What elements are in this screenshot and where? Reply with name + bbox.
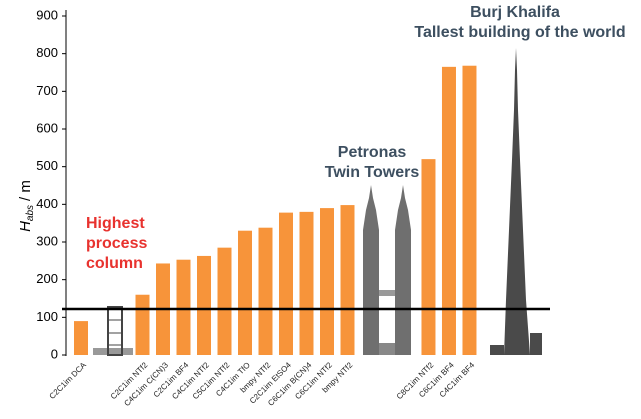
process-column-illustration	[93, 306, 133, 356]
y-label-unit: / m	[17, 180, 34, 201]
bar	[279, 212, 293, 355]
bar	[258, 227, 273, 355]
y-tick-label: 300	[36, 233, 58, 248]
annotation: Highest	[86, 215, 145, 232]
bar	[74, 321, 88, 355]
bar	[340, 205, 355, 355]
bar	[135, 294, 150, 355]
bar	[441, 66, 456, 355]
y-tick-label: 900	[36, 7, 58, 22]
y-tick-label: 500	[36, 158, 58, 173]
y-axis-label: Habs / m	[17, 180, 36, 232]
y-label-sub: abs	[25, 205, 36, 221]
y-tick-label: 700	[36, 83, 58, 98]
y-tick-label: 600	[36, 120, 58, 135]
x-tick-label: C2C1im DCA	[48, 360, 89, 401]
bar	[462, 65, 477, 355]
bar	[176, 259, 191, 355]
annotation: process	[86, 235, 147, 252]
y-tick-label: 0	[51, 346, 58, 361]
y-tick-label: 100	[36, 309, 58, 324]
burj-khalifa-illustration	[490, 48, 542, 355]
bar	[299, 211, 314, 355]
bar	[320, 208, 334, 355]
bar	[197, 255, 211, 355]
annotation: column	[86, 255, 143, 272]
bar	[238, 230, 252, 355]
bar	[217, 247, 232, 355]
petronas-illustration	[363, 185, 411, 355]
y-tick-label: 400	[36, 196, 58, 211]
bar	[421, 159, 436, 355]
annotation: Twin Towers	[325, 164, 420, 181]
y-tick-label: 800	[36, 45, 58, 60]
annotation: Burj Khalifa	[470, 4, 560, 21]
annotation: Petronas	[338, 144, 407, 161]
y-tick-label: 200	[36, 271, 58, 286]
annotation: Tallest building of the world	[414, 24, 625, 41]
y-label-main: H	[17, 221, 34, 232]
